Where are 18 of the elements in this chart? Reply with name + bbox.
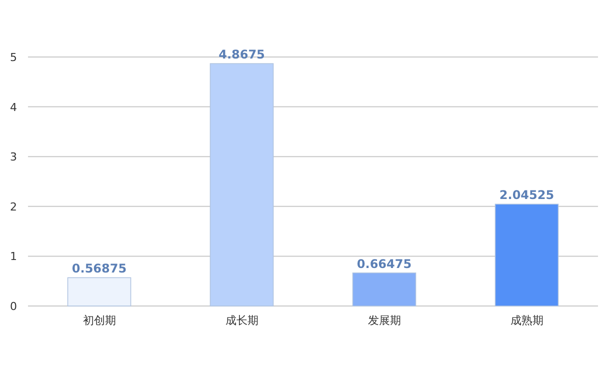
x-tick-label: 发展期 — [368, 314, 401, 327]
bar — [352, 272, 416, 306]
data-label: 2.04525 — [499, 188, 554, 202]
y-tick-label: 0 — [10, 300, 17, 313]
y-tick-label: 5 — [10, 51, 17, 64]
y-tick-label: 4 — [10, 100, 17, 114]
x-tick-label: 成熟期 — [510, 314, 544, 327]
y-tick-label: 1 — [10, 250, 17, 264]
data-label: 0.56875 — [72, 262, 127, 276]
x-tick-label: 初创期 — [82, 314, 116, 327]
x-tick-label: 成长期 — [225, 314, 258, 327]
bar — [67, 277, 132, 306]
y-tick-label: 2 — [10, 200, 17, 214]
data-label: 0.66475 — [356, 256, 412, 271]
y-tick-label: 3 — [10, 150, 17, 164]
data-label: 4.8675 — [218, 48, 265, 62]
bar — [210, 63, 274, 306]
bar — [494, 204, 559, 306]
